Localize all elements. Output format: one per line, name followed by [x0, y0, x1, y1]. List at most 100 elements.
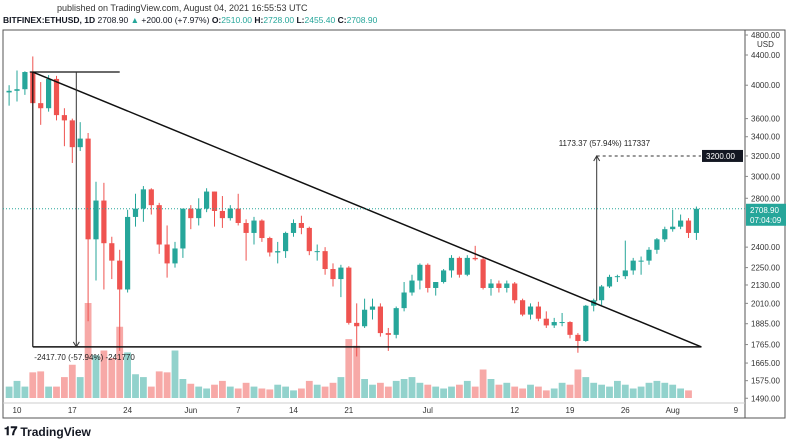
- y-tick-label: 3600.00: [751, 115, 780, 124]
- volume-bar: [527, 384, 534, 398]
- candle-body: [393, 308, 399, 335]
- volume-bar: [685, 390, 692, 398]
- volume-bar: [53, 386, 60, 398]
- candle-body: [211, 191, 218, 211]
- candle-body: [417, 264, 423, 281]
- candle-body: [583, 305, 589, 341]
- volume-bar: [440, 388, 447, 398]
- y-tick-label: 1665.00: [751, 359, 780, 368]
- tradingview-logo-icon: 𝟏𝟕: [4, 424, 18, 438]
- volume-bar: [21, 386, 29, 398]
- x-tick-label: 9: [734, 406, 739, 415]
- y-tick-label: 1765.00: [751, 341, 780, 350]
- symbol-header: BITFINEX:ETHUSD, 1D 2708.90 ▲ +200.00 (+…: [3, 15, 377, 25]
- volume-bar: [68, 364, 76, 398]
- candle-body: [125, 216, 131, 290]
- volume-bar: [384, 386, 392, 398]
- candle-body: [204, 191, 210, 209]
- y-tick-label: 4000.00: [751, 81, 780, 90]
- candle-body: [575, 334, 581, 341]
- volume-bar: [337, 377, 345, 398]
- candle-body: [275, 251, 281, 253]
- volume-bar: [132, 374, 139, 398]
- candle-body: [685, 220, 692, 233]
- y-tick-label: 1490.00: [751, 394, 780, 403]
- volume-bar: [163, 372, 171, 398]
- candle-body: [448, 257, 455, 271]
- candle-body: [298, 222, 304, 228]
- volume-bar: [92, 355, 100, 398]
- volume-bar: [463, 380, 471, 398]
- low-value: 2455.40: [304, 15, 336, 25]
- volume-bar: [598, 384, 605, 398]
- candle-body: [638, 260, 644, 262]
- candle-body: [646, 249, 652, 261]
- candle-body: [283, 232, 289, 252]
- change: +200.00 (+7.97%): [141, 15, 210, 25]
- candle-body: [22, 72, 28, 90]
- volume-bar: [566, 384, 574, 398]
- candle-body: [488, 283, 494, 288]
- candle-body: [243, 222, 249, 233]
- candle-body: [93, 200, 99, 240]
- volume-bar: [45, 386, 52, 398]
- volume-bar: [298, 388, 305, 398]
- published-caption: published on TradingView.com, August 04,…: [57, 3, 308, 13]
- volume-bar: [13, 380, 21, 398]
- volume-bar: [61, 377, 68, 398]
- candle-body: [14, 89, 20, 91]
- open-value: 2510.00: [221, 15, 252, 25]
- candle-body: [322, 251, 328, 270]
- y-tick-label: 4800.00: [751, 31, 780, 40]
- x-tick-label: 19: [566, 406, 575, 415]
- volume-bar: [84, 303, 92, 398]
- volume-bar: [408, 377, 416, 398]
- close-label: C:: [337, 15, 347, 25]
- candle-body: [172, 248, 178, 264]
- y-tick-label: 2250.00: [751, 264, 780, 273]
- high-label: H:: [254, 15, 264, 25]
- volume-bar: [258, 388, 266, 398]
- volume-bar: [669, 384, 677, 398]
- countdown-label: 07:04:09: [750, 216, 782, 225]
- x-tick-label: 10: [13, 406, 22, 415]
- x-tick-label: 17: [68, 406, 77, 415]
- volume-bar: [124, 352, 131, 398]
- candle-body: [69, 120, 75, 148]
- volume-bar: [226, 386, 234, 398]
- candle-body: [362, 309, 368, 327]
- candle-body: [188, 208, 194, 219]
- candle-body: [678, 220, 684, 227]
- high-value: 2728.00: [263, 15, 295, 25]
- low-label: L:: [296, 15, 305, 25]
- volume-bar: [100, 350, 108, 398]
- candle-body: [630, 260, 636, 271]
- volume-bar: [479, 369, 487, 398]
- volume-bar: [519, 388, 526, 398]
- volume-bar: [377, 382, 384, 398]
- candle-body: [140, 189, 146, 209]
- volume-bar: [448, 386, 455, 398]
- volume-bar: [590, 382, 598, 398]
- volume-bar: [29, 372, 37, 398]
- volume-bar: [155, 371, 163, 398]
- x-tick-label: 7: [236, 406, 241, 415]
- candle-body: [180, 208, 186, 249]
- descending-trendline: [32, 71, 702, 348]
- candle-body: [259, 220, 265, 239]
- up-measure-label: 1173.37 (57.94%) 117337: [559, 139, 651, 148]
- candle-body: [504, 283, 510, 288]
- volume-bar: [471, 386, 479, 398]
- volume-bar: [187, 383, 195, 398]
- volume-bar: [487, 379, 495, 398]
- candle-body: [567, 322, 573, 335]
- close-value: 2708.90: [346, 15, 378, 25]
- candle-body: [346, 267, 352, 323]
- candle-body: [662, 229, 668, 240]
- candle-body: [472, 257, 478, 260]
- y-tick-label: 3200.00: [751, 152, 780, 161]
- candle-body: [117, 260, 123, 290]
- volume-bar: [645, 382, 653, 398]
- volume-bar: [535, 386, 542, 398]
